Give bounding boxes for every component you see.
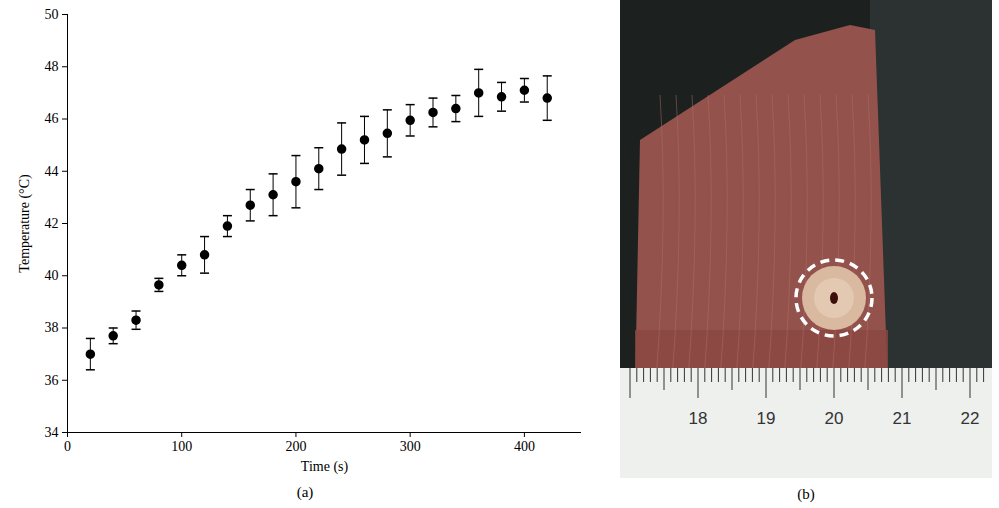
svg-text:20: 20 — [825, 409, 844, 428]
svg-text:38: 38 — [45, 320, 59, 335]
html-text:(a): (a) — [296, 484, 314, 500]
svg-text:200: 200 — [285, 439, 306, 454]
svg-text:44: 44 — [45, 164, 59, 179]
svg-text:100: 100 — [171, 439, 192, 454]
svg-text:19: 19 — [757, 409, 776, 428]
svg-text:22: 22 — [961, 409, 980, 428]
svg-text:50: 50 — [45, 7, 59, 22]
svg-text:400: 400 — [514, 439, 535, 454]
svg-text:36: 36 — [45, 373, 59, 388]
svg-text:42: 42 — [45, 216, 59, 231]
svg-text:48: 48 — [45, 59, 59, 74]
svg-text:21: 21 — [893, 409, 912, 428]
svg-text:34: 34 — [45, 425, 59, 440]
svg-text:Time (s): Time (s) — [301, 459, 349, 475]
html-text:(b): (b) — [797, 486, 815, 502]
svg-text:300: 300 — [400, 439, 421, 454]
svg-text:46: 46 — [45, 111, 59, 126]
svg-text:18: 18 — [689, 409, 708, 428]
svg-text:Temperature (°C): Temperature (°C) — [17, 174, 33, 273]
svg-text:0: 0 — [64, 439, 71, 454]
svg-text:40: 40 — [45, 268, 59, 283]
